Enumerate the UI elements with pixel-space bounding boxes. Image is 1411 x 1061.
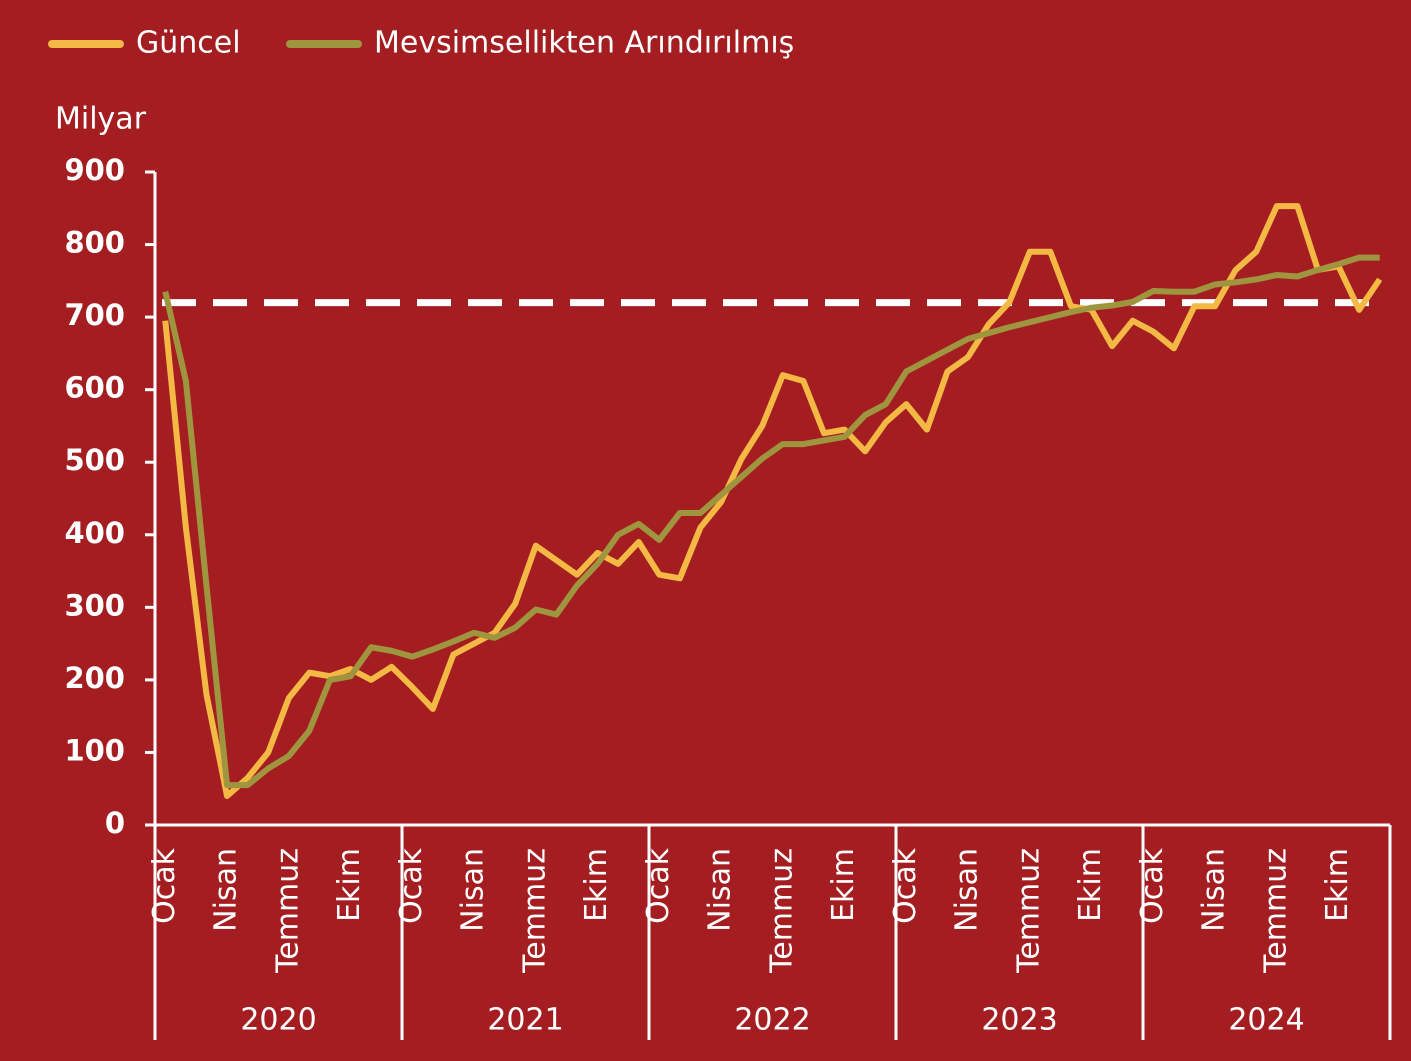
x-tick-label: Ekim [1073,848,1108,922]
x-tick-label: Nisan [703,848,738,932]
series-line [162,203,1383,799]
x-tick-label: Temmuz [270,848,305,974]
x-tick-label: Temmuz [1011,848,1046,974]
year-label: 2024 [1228,1003,1304,1038]
y-tick-label: 200 [64,661,125,695]
x-tick-label: Nisan [456,848,491,932]
x-tick-label: Nisan [950,848,985,932]
x-tick-label: Temmuz [1258,848,1293,974]
x-tick-label: Ocak [888,847,923,923]
legend-label: Mevsimsellikten Arındırılmış [374,26,794,61]
year-label: 2022 [734,1003,810,1038]
x-tick-label: Ekim [579,848,614,922]
x-tick-label: Temmuz [517,848,552,974]
x-tick-label: Nisan [209,848,244,932]
x-tick-label: Ocak [1135,847,1170,923]
x-tick-label: Temmuz [764,848,799,974]
y-tick-label: 900 [64,153,125,187]
year-label: 2023 [981,1003,1057,1038]
x-tick-label: Ekim [332,848,367,922]
y-axis-label: Milyar [55,102,147,137]
y-tick-label: 400 [64,516,125,550]
y-tick-label: 100 [64,733,125,767]
x-tick-label: Ekim [1320,848,1355,922]
y-tick-label: 500 [64,443,125,477]
x-tick-label: Ekim [826,848,861,922]
x-tick-label: Ocak [394,847,429,923]
x-tick-label: Ocak [641,847,676,923]
y-tick-label: 700 [64,298,125,332]
x-tick-label: Nisan [1197,848,1232,932]
legend-label: Güncel [136,26,241,61]
y-tick-label: 600 [64,371,125,405]
y-tick-label: 300 [64,588,125,622]
x-tick-label: Ocak [147,847,182,923]
year-label: 2020 [240,1003,316,1038]
series-line [162,254,1380,789]
y-tick-label: 800 [64,226,125,260]
year-label: 2021 [487,1003,563,1038]
y-tick-label: 0 [105,806,125,840]
